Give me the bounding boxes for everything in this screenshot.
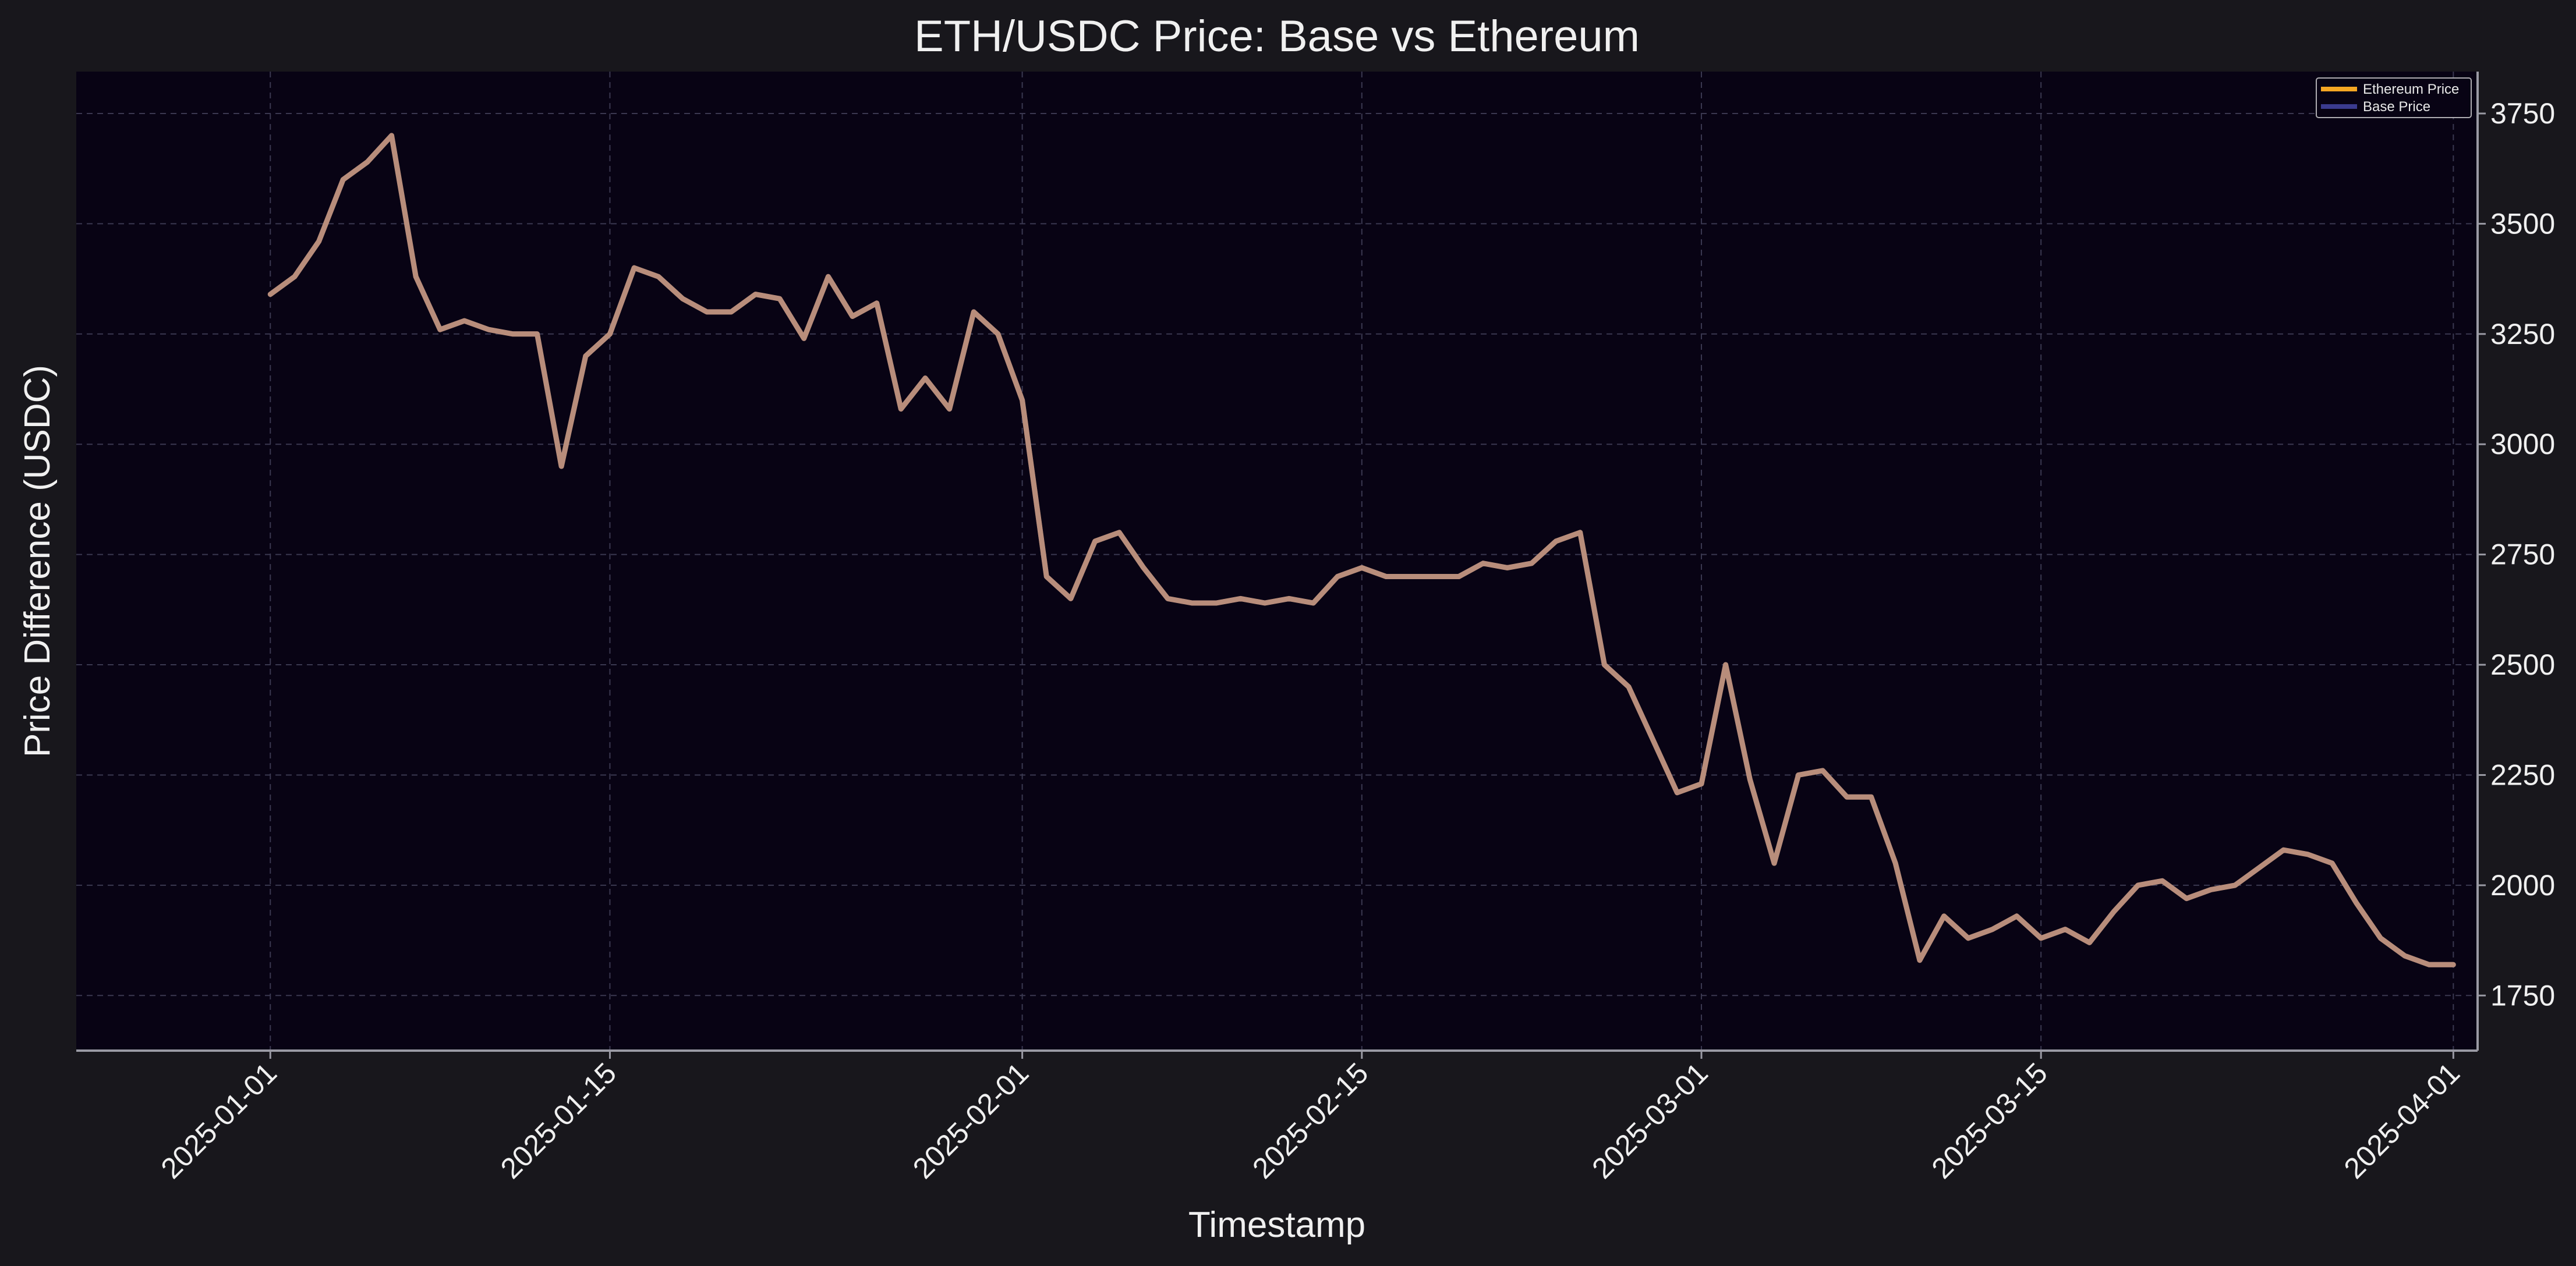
- y-tick-label: 1750: [2490, 979, 2555, 1012]
- legend-label-base: Base Price: [2363, 99, 2430, 115]
- y-tick-label: 3750: [2490, 97, 2555, 130]
- y-axis-label: Price Difference (USDC): [17, 365, 58, 757]
- axes: [76, 72, 2479, 1052]
- y-tick-label: 2500: [2490, 648, 2555, 681]
- y-tick-label: 3250: [2490, 318, 2555, 350]
- series-lines: [267, 133, 2456, 967]
- y-tick-label: 2250: [2490, 758, 2555, 791]
- y-tick-label: 3000: [2490, 428, 2555, 460]
- series-line-base: [267, 133, 2456, 967]
- y-tick-label: 2750: [2490, 538, 2555, 571]
- y-tick-label: 2000: [2490, 869, 2555, 902]
- legend: Ethereum Price Base Price: [2316, 77, 2472, 118]
- grid-lines: [76, 72, 2478, 1051]
- y-tick-label: 3500: [2490, 207, 2555, 240]
- chart-title: ETH/USDC Price: Base vs Ethereum: [914, 12, 1640, 61]
- x-axis-label: Timestamp: [1188, 1205, 1365, 1245]
- legend-label-ethereum: Ethereum Price: [2363, 81, 2459, 97]
- y-ticks: 1750 2000 2250 2500 2750 3000 3250 3500 3750: [2478, 97, 2555, 1012]
- plot-area: [76, 72, 2478, 1051]
